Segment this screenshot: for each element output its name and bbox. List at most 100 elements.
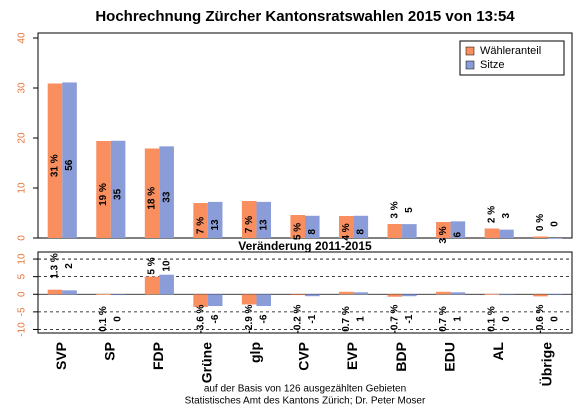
y-tick-label: -10 [17, 322, 28, 337]
data-label: 1 [453, 316, 464, 322]
bar [144, 276, 160, 295]
legend-label: Sitze [480, 59, 504, 71]
data-label: 3 [501, 212, 512, 218]
bar [436, 291, 451, 295]
bar [499, 294, 514, 296]
data-label: 1.3 % [50, 253, 61, 279]
x-tick-label: Grüne [199, 342, 215, 383]
data-label: 6 [453, 231, 464, 237]
bar [305, 215, 320, 238]
data-label: 2 % [487, 206, 498, 223]
data-label: 4 % [341, 223, 352, 240]
bar [402, 224, 417, 238]
data-label: -0.6 % [535, 304, 546, 333]
bar [353, 292, 369, 295]
bar [159, 274, 174, 295]
data-label: 18 % [147, 187, 158, 210]
y-tick-label: -5 [17, 307, 28, 316]
x-tick-label: Übrige [538, 342, 554, 387]
bar [338, 216, 354, 238]
bar [290, 215, 305, 238]
x-tick-label: EVP [344, 342, 360, 370]
legend-swatch [465, 46, 475, 56]
bar [193, 203, 208, 238]
bar [47, 289, 63, 295]
bar [450, 292, 466, 295]
x-tick-label: CVP [296, 342, 312, 371]
bar [484, 228, 500, 238]
data-label: 0 % [535, 214, 546, 231]
bar [387, 294, 403, 297]
data-label: 1 [355, 316, 366, 322]
x-tick-label: BDP [393, 342, 409, 372]
bar [387, 224, 403, 238]
bar [96, 293, 111, 295]
data-label: 0 [550, 221, 561, 227]
bar [533, 236, 548, 238]
data-label: -3.6 % [195, 304, 206, 333]
x-tick-label: EDU [441, 342, 457, 372]
data-label: 3 % [438, 226, 449, 243]
plot-frame [37, 251, 573, 334]
bar [256, 201, 272, 238]
x-tick-label: SVP [53, 342, 69, 370]
y-tick-label: 40 [17, 32, 28, 44]
bar [144, 148, 160, 238]
y-tick-label: 30 [17, 82, 28, 94]
data-label: 0.1 % [98, 306, 109, 332]
data-label: 3 % [389, 201, 400, 218]
data-label: 35 [113, 188, 124, 200]
data-label: 10 [161, 260, 172, 272]
data-label: -0.2 % [292, 304, 303, 333]
data-label: 0.7 % [438, 306, 449, 332]
bar [47, 83, 63, 238]
x-tick-label: AL [490, 342, 506, 361]
data-label: 7 % [195, 217, 206, 234]
bar [193, 294, 208, 307]
y-tick-label: 5 [17, 273, 28, 279]
data-label: 56 [64, 159, 75, 171]
x-tick-label: glp [247, 342, 263, 363]
data-label: 31 % [50, 154, 61, 177]
data-label: -1 [307, 314, 318, 323]
x-tick-label: FDP [150, 342, 166, 370]
y-tick-label: 0 [17, 235, 28, 241]
y-tick-label: 0 [17, 291, 28, 297]
bar [110, 140, 126, 238]
bar [305, 294, 320, 297]
bar [402, 294, 417, 297]
data-label: 0 [501, 316, 512, 322]
legend-box [459, 40, 565, 76]
data-label: 2 [64, 263, 75, 269]
bar [499, 229, 514, 238]
bar [533, 294, 548, 297]
bar [96, 141, 111, 238]
x-tick-label: SP [102, 342, 118, 361]
chart-title: Hochrechnung Zürcher Kantonsratswahlen 2… [95, 8, 515, 25]
data-label: 7 % [244, 216, 255, 233]
bar [436, 222, 451, 238]
data-label: 0.7 % [341, 306, 352, 332]
legend-swatch [465, 60, 475, 70]
data-label: 19 % [98, 183, 109, 206]
data-label: 5 % [292, 223, 303, 240]
bar [110, 294, 126, 296]
bar [241, 294, 257, 305]
y-tick-label: 10 [17, 182, 28, 194]
data-label: 13 [258, 219, 269, 231]
data-label: -6 [210, 314, 221, 323]
bar [484, 293, 500, 295]
bar [207, 201, 223, 238]
footer-note: Statistisches Amt des Kantons Zürich; Dr… [185, 396, 426, 407]
y-tick-label: 10 [17, 253, 28, 265]
bar [547, 294, 563, 296]
bar [338, 291, 354, 295]
panel-title: Veränderung 2011-2015 [238, 239, 372, 253]
data-label: 33 [161, 191, 172, 203]
bar [62, 290, 77, 295]
bar [207, 294, 223, 306]
data-label: 8 [307, 229, 318, 235]
data-label: 5 % [147, 257, 158, 274]
y-tick-label: 20 [17, 132, 28, 144]
